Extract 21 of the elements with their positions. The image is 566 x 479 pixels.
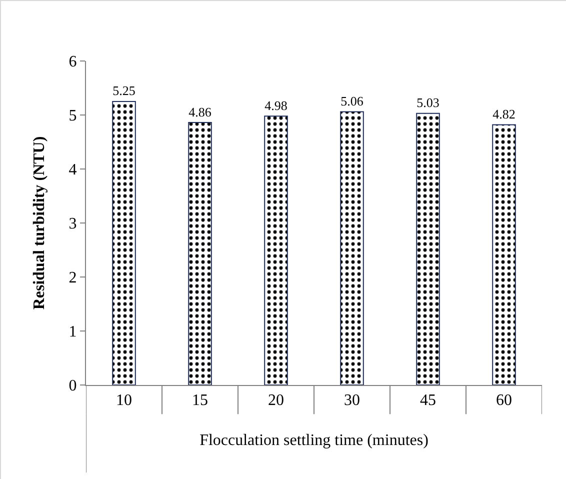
x-tick-label: 15: [192, 392, 208, 410]
x-tick-label: 10: [116, 392, 132, 410]
y-axis-title: Residual turbidity (NTU): [31, 136, 48, 310]
y-tick-label: 2: [68, 270, 77, 287]
data-label: 4.86: [188, 104, 212, 120]
y-tick-label: 5: [68, 108, 77, 125]
x-tick-label: 20: [268, 392, 284, 410]
y-tick-label: 0: [68, 378, 77, 395]
x-tick-label: 30: [344, 392, 360, 410]
y-tick-label: 4: [68, 162, 77, 179]
y-tick-label: 1: [68, 324, 77, 341]
y-tick-label: 3: [68, 216, 77, 233]
data-label: 4.98: [264, 98, 288, 113]
data-label: 5.06: [340, 94, 364, 109]
y-tick-label: 6: [68, 54, 77, 71]
x-tick-label: 45: [420, 392, 436, 410]
x-tick-label: 60: [496, 392, 512, 410]
data-label: 5.25: [112, 83, 136, 98]
data-label: 4.82: [492, 106, 516, 122]
data-label: 5.03: [416, 95, 440, 110]
x-axis-title: Flocculation settling time (minutes): [200, 432, 428, 449]
